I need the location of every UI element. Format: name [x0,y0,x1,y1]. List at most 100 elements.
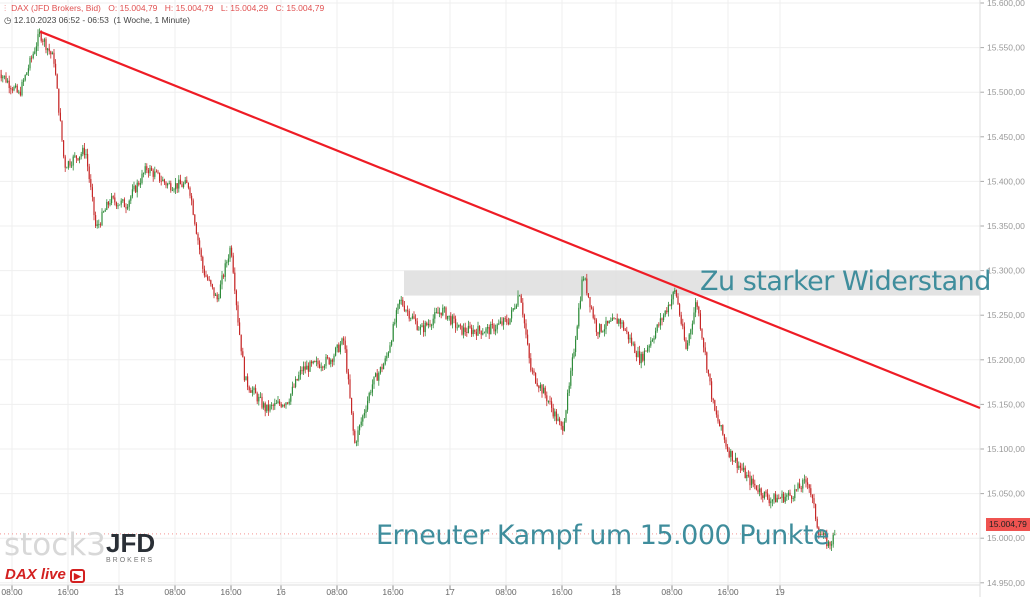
candle-body [674,290,676,293]
support-annotation: Erneuter Kampf um 15.000 Punkte [376,520,830,551]
candle-body [125,207,127,209]
candle-body [269,405,271,411]
x-tick-label: 17 [445,587,455,597]
candle-body [455,318,457,328]
candle-body [811,494,813,499]
candle-body [535,372,537,383]
candle-body [661,318,663,321]
open-value: O: 15.004,79 [108,3,158,13]
candle-body [760,488,762,496]
candle-body [443,307,445,309]
candle-body [616,318,618,324]
candle-body [749,475,751,486]
candle-body [605,320,607,330]
candle-body [650,341,652,346]
candle-body [683,326,685,340]
candle-body [610,320,612,322]
candle-body [483,332,485,334]
candle-body [818,527,820,536]
candle-body [789,492,791,496]
candle-body [330,359,332,365]
candle-body [459,324,461,326]
candle-body [55,63,57,75]
candle-body [293,386,295,388]
x-tick-label: 16:00 [57,587,79,597]
candle-body [743,467,745,471]
candle-body [450,315,452,325]
candle-body [584,278,586,280]
candle-body [91,187,93,198]
candle-body [338,344,340,353]
candle-body [264,403,266,412]
candle-body [74,155,76,157]
chart-header: ⫶ DAX (JFD Brokers, Bid) O: 15.004,79 H: … [4,3,329,14]
time-range: 12.10.2023 06:52 - 06:53 [13,15,109,25]
candle-body [107,201,109,205]
candle-body [626,330,628,332]
candle-body [499,321,501,324]
candle-body [600,324,602,332]
candle-body [69,161,71,166]
candle-body [47,48,49,51]
candle-body [317,360,319,365]
resistance-zone [404,270,980,296]
candle-body [504,318,506,320]
candle-body [248,386,250,391]
candle-body [570,370,572,386]
candle-body [363,412,365,416]
candle-body [299,369,301,376]
candle-body [175,183,177,190]
candle-body [621,322,623,324]
candle-body [152,170,154,177]
candle-body [754,483,756,486]
candle-body [295,379,297,387]
period: (1 Woche, 1 Minute) [113,15,190,25]
candle-body [261,396,263,408]
candle-body [439,312,441,314]
candle-body [99,224,101,226]
candle-body [40,31,42,41]
candle-body [360,421,362,426]
candle-body [291,386,293,394]
candle-body [331,359,333,362]
candle-body [611,318,613,321]
candle-body [339,344,341,353]
candle-body [725,439,727,447]
candle-body [698,306,700,314]
candle-body [715,410,717,415]
candle-body [71,165,73,167]
candle-body [387,352,389,356]
candle-body [61,120,63,141]
candle-body [451,316,453,325]
candle-body [424,322,426,333]
candle-body [195,223,197,234]
candle-body [157,171,159,173]
candle-body [477,326,479,336]
candle-body [288,401,290,404]
candle-body [282,405,284,407]
candle-body [434,312,436,319]
candle-body [752,478,754,484]
candle-body [551,401,553,408]
play-icon: ▶ [70,569,85,583]
candle-body [423,325,425,333]
candle-body [659,318,661,326]
candle-body [709,373,711,382]
candle-body [114,197,116,203]
candle-body [656,324,658,331]
candle-body [229,247,231,259]
candle-body [272,405,274,406]
candle-body [771,499,773,502]
candle-body [351,397,353,413]
candle-body [799,483,801,489]
candle-body [72,156,74,166]
candle-body [677,296,679,305]
candle-body [311,361,313,364]
candle-body [824,532,826,535]
candle-body [283,405,285,406]
candle-body [386,355,388,359]
candle-body [375,373,377,377]
candle-body [431,325,433,326]
candle-body [485,328,487,333]
